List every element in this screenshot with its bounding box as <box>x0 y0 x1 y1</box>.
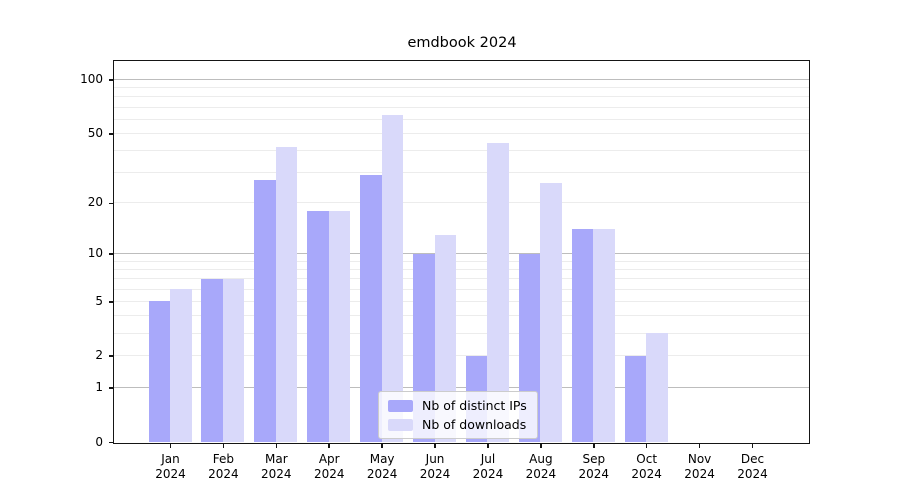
y-tickmark-10 <box>109 253 113 255</box>
gridline-minor-50 <box>114 132 809 134</box>
bar-ips-jan <box>148 301 170 442</box>
x-tick-label-nov: Nov 2024 <box>684 451 715 481</box>
gridline-minor-8 <box>114 268 809 270</box>
x-tick-label-may: May 2024 <box>366 451 398 481</box>
x-tickmark-dec <box>751 444 754 448</box>
y-tickmark-100 <box>109 79 113 81</box>
y-tickmark-20 <box>109 202 113 205</box>
x-tick-label-jul: Jul 2024 <box>472 451 504 481</box>
y-tickmark-2 <box>109 355 113 357</box>
bar-downloads-oct <box>646 333 668 442</box>
bar-downloads-apr <box>328 210 351 442</box>
bar-downloads-jan <box>170 289 192 442</box>
legend-label-downloads: Nb of downloads <box>422 417 527 432</box>
y-tick-label-10: 10 <box>87 246 103 261</box>
x-tickmark-nov <box>698 444 701 448</box>
legend-swatch-downloads <box>388 418 413 431</box>
bar-ips-may <box>360 174 382 442</box>
x-tick-label-jun: Jun 2024 <box>419 451 451 481</box>
bar-ips-oct <box>624 355 647 442</box>
x-tickmark-mar <box>275 444 278 448</box>
x-tickmark-may <box>381 444 383 448</box>
bar-ips-sep <box>571 229 594 442</box>
gridline-minor-2 <box>114 355 809 357</box>
legend-swatch-distinct-ips <box>388 399 413 412</box>
chart-title: emdbook 2024 <box>407 35 517 51</box>
x-tickmark-apr <box>328 444 330 448</box>
y-tickmark-5 <box>109 301 113 303</box>
y-tickmark-0 <box>109 441 113 444</box>
gridline-minor-70 <box>114 106 809 108</box>
x-tickmark-feb <box>222 444 225 448</box>
x-tick-label-aug: Aug 2024 <box>525 451 557 481</box>
x-tickmark-aug <box>540 444 542 448</box>
gridline-major-100 <box>114 79 809 81</box>
x-tick-label-dec: Dec 2024 <box>737 451 768 481</box>
x-tick-label-feb: Feb 2024 <box>208 451 239 481</box>
y-tick-label-2: 2 <box>95 348 103 363</box>
bar-ips-feb <box>201 278 223 442</box>
bar-downloads-may <box>381 115 404 442</box>
bar-ips-apr <box>307 210 329 442</box>
bar-downloads-mar <box>275 146 298 442</box>
gridline-minor-9 <box>114 260 809 262</box>
x-tickmark-jul <box>487 444 489 448</box>
gridline-major-10 <box>114 253 809 255</box>
y-tickmark-50 <box>109 133 113 135</box>
gridline-minor-5 <box>114 300 809 302</box>
y-tick-label-100: 100 <box>80 72 103 87</box>
y-tick-label-0: 0 <box>95 434 103 449</box>
legend-entry-distinct-ips: Nb of distinct IPs <box>388 398 527 413</box>
bar-downloads-feb <box>222 278 245 442</box>
gridline-minor-80 <box>114 96 809 98</box>
gridline-minor-4 <box>114 315 809 317</box>
bar-downloads-jun <box>434 234 457 442</box>
bar-downloads-jul <box>487 143 509 442</box>
gridline-minor-6 <box>114 288 809 290</box>
plot-area <box>113 60 810 444</box>
x-tick-label-sep: Sep 2024 <box>578 451 610 481</box>
x-tickmark-jun <box>434 444 436 448</box>
legend-entry-downloads: Nb of downloads <box>388 417 527 432</box>
y-tick-label-1: 1 <box>95 380 103 395</box>
bar-ips-mar <box>254 180 276 442</box>
x-tickmark-oct <box>645 444 648 448</box>
x-tick-label-oct: Oct 2024 <box>631 451 662 481</box>
y-tick-label-20: 20 <box>87 195 103 210</box>
y-tickmark-1 <box>109 387 113 389</box>
gridline-major-1 <box>114 387 809 389</box>
y-tick-label-5: 5 <box>95 293 103 308</box>
y-tick-label-50: 50 <box>87 125 103 140</box>
legend-label-distinct-ips: Nb of distinct IPs <box>422 398 527 413</box>
bar-downloads-sep <box>593 229 615 442</box>
gridline-minor-90 <box>114 87 809 89</box>
legend: Nb of distinct IPs Nb of downloads <box>378 391 538 439</box>
x-tick-label-mar: Mar 2024 <box>261 451 292 481</box>
gridline-minor-30 <box>114 171 809 173</box>
gridline-minor-7 <box>114 278 809 280</box>
bar-downloads-aug <box>540 183 562 442</box>
x-tickmark-sep <box>593 444 595 448</box>
x-tickmark-jan <box>169 444 172 448</box>
gridline-minor-20 <box>114 202 809 204</box>
x-tick-label-apr: Apr 2024 <box>313 451 345 481</box>
gridline-minor-40 <box>114 149 809 151</box>
gridline-minor-60 <box>114 118 809 120</box>
x-tick-label-jan: Jan 2024 <box>155 451 186 481</box>
gridline-minor-3 <box>114 332 809 334</box>
